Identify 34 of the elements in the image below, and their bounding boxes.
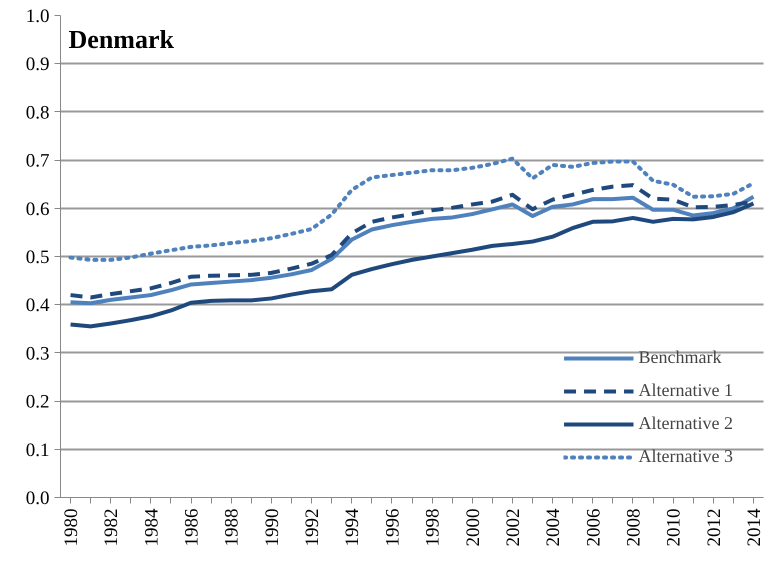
y-tick-label: 0.3 xyxy=(26,343,50,364)
x-tick-label: 2008 xyxy=(623,508,644,546)
y-tick-label: 0.4 xyxy=(26,295,50,316)
x-tick-label: 2000 xyxy=(462,508,484,546)
x-tick-label: 2010 xyxy=(664,508,685,546)
y-tick-label: 0.6 xyxy=(26,198,50,220)
chart-title: Denmark xyxy=(68,25,175,54)
x-tick-label: 1980 xyxy=(61,508,82,546)
y-tick-label: 0.1 xyxy=(26,440,50,461)
legend-label: Alternative 3 xyxy=(638,446,733,467)
y-tick-label: 0.2 xyxy=(26,392,50,413)
x-tick-label: 1996 xyxy=(382,508,404,546)
y-tick-label: 1.0 xyxy=(26,6,50,27)
y-tick-label: 0.8 xyxy=(26,102,50,124)
legend-label: Alternative 2 xyxy=(638,413,733,434)
x-tick-label: 1986 xyxy=(182,508,203,546)
x-tick-label: 1990 xyxy=(262,508,283,546)
x-tick-label: 1984 xyxy=(141,508,162,546)
x-tick-label: 1998 xyxy=(422,508,444,546)
y-tick-label: 0.9 xyxy=(26,54,50,76)
x-tick-label: 2004 xyxy=(543,508,564,546)
y-tick-label: 0.7 xyxy=(26,150,50,172)
x-tick-label: 1992 xyxy=(302,508,324,546)
legend-label: Benchmark xyxy=(638,347,722,368)
y-tick-label: 0.5 xyxy=(26,247,50,268)
legend-label: Alternative 1 xyxy=(638,380,733,401)
x-tick-label: 1982 xyxy=(101,508,122,546)
x-tick-label: 1994 xyxy=(342,508,364,546)
x-tick-label: 1988 xyxy=(222,508,243,546)
x-tick-label: 2002 xyxy=(502,508,524,546)
y-tick-label: 0.0 xyxy=(26,488,50,509)
x-tick-label: 2014 xyxy=(744,508,765,546)
x-tick-label: 2006 xyxy=(583,508,604,546)
x-tick-label: 2012 xyxy=(704,508,725,546)
